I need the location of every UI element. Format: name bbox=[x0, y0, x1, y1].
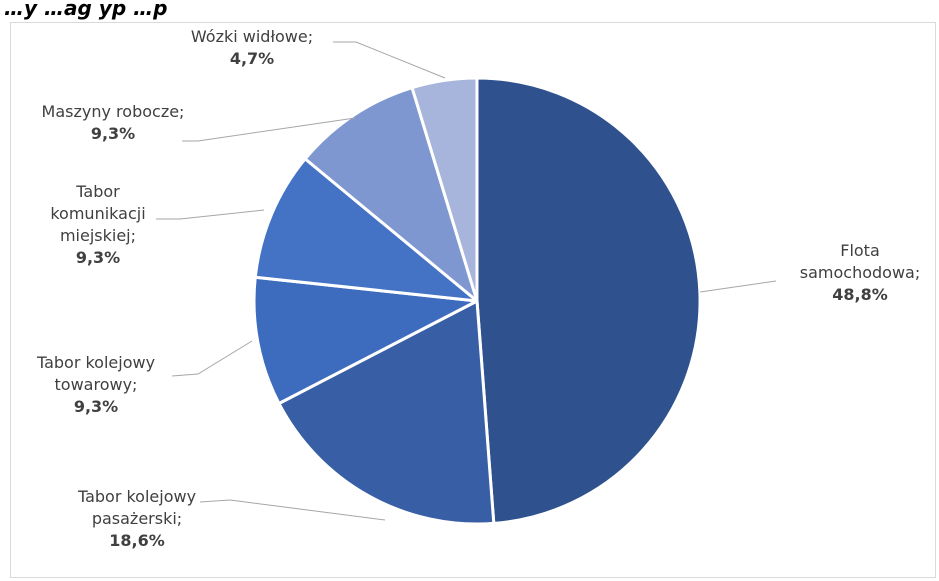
slice-label-line: Tabor kolejowy bbox=[36, 353, 155, 372]
slice-label-line: towarowy; bbox=[55, 375, 138, 394]
slice-percent: 9,3% bbox=[76, 248, 120, 267]
slice-label-2: Tabor kolejowy pasażerski; 18,6% bbox=[77, 487, 196, 550]
leader-line-3 bbox=[171, 340, 253, 377]
leader-line-6 bbox=[333, 41, 446, 79]
slice-label-line: Tabor bbox=[75, 182, 120, 201]
pie-slice-4 bbox=[253, 157, 479, 303]
slice-labels: Flota samochodowa; 48,8% Tabor kolejowy pasa… bbox=[36, 27, 920, 550]
slice-label-line: Maszyny robocze; bbox=[42, 102, 185, 121]
leader-line-4 bbox=[156, 209, 265, 220]
slice-percent: 18,6% bbox=[109, 531, 165, 550]
slice-label-line: pasażerski; bbox=[92, 509, 182, 528]
chart-title-fragment: …y …ag yp …p bbox=[4, 0, 168, 20]
slice-label-line: Wózki widłowe; bbox=[191, 27, 313, 46]
slice-percent: 9,3% bbox=[74, 397, 118, 416]
pie-slice-6 bbox=[410, 76, 479, 303]
slice-label-3: Tabor kolejowy towarowy; 9,3% bbox=[36, 353, 155, 416]
slice-label-5: Maszyny robocze; 9,3% bbox=[42, 102, 185, 143]
pie-slice-2 bbox=[277, 299, 496, 526]
leader-line-1 bbox=[699, 280, 777, 293]
slice-percent: 48,8% bbox=[832, 285, 888, 304]
pie-slice-5 bbox=[303, 86, 479, 303]
slice-label-line: miejskiej; bbox=[60, 226, 136, 245]
pie-slices bbox=[252, 76, 702, 526]
slice-label-6: Wózki widłowe; 4,7% bbox=[191, 27, 313, 68]
pie-slice-1 bbox=[475, 76, 702, 525]
slice-percent: 4,7% bbox=[230, 49, 274, 68]
slice-percent: 9,3% bbox=[91, 124, 135, 143]
pie-slice-3 bbox=[252, 275, 479, 405]
slice-label-4: Tabor komunikacji miejskiej; 9,3% bbox=[50, 182, 145, 267]
slice-label-1: Flota samochodowa; 48,8% bbox=[800, 241, 920, 304]
slice-label-line: samochodowa; bbox=[800, 263, 920, 282]
slice-label-line: komunikacji bbox=[50, 204, 145, 223]
leader-lines bbox=[156, 41, 777, 521]
leader-line-5 bbox=[182, 117, 356, 142]
slice-label-line: Tabor kolejowy bbox=[77, 487, 196, 506]
leader-line-2 bbox=[199, 499, 386, 521]
slice-label-line: Flota bbox=[840, 241, 880, 260]
